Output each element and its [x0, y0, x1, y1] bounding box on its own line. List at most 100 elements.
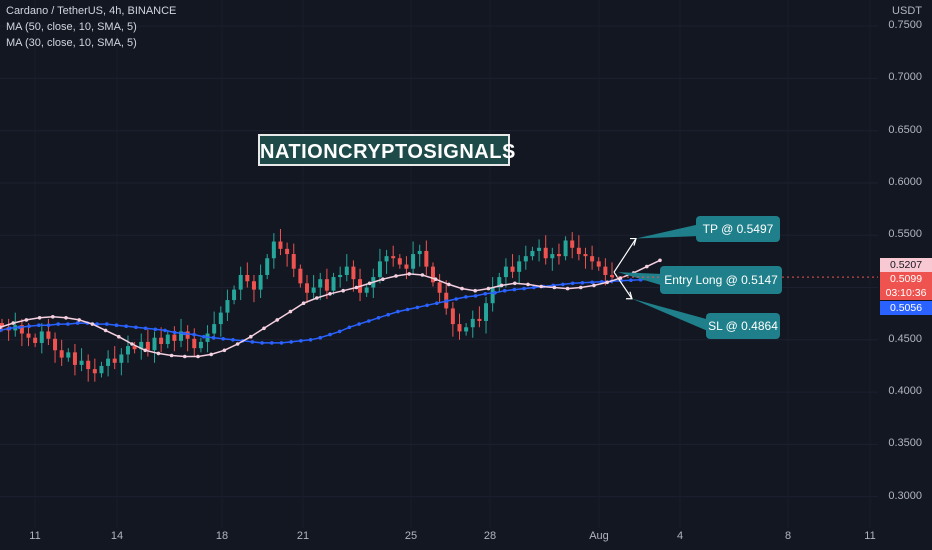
ma30-dot: [25, 318, 29, 322]
ma50-dot: [260, 341, 264, 345]
candle-body: [159, 338, 163, 344]
ma30-dot: [77, 318, 81, 322]
candle-body: [80, 361, 84, 365]
ma30-dot: [236, 342, 240, 346]
candle-body: [53, 339, 57, 351]
x-tick-label: Aug: [589, 530, 609, 542]
candle-body: [86, 361, 90, 369]
ma30-dot: [130, 342, 134, 346]
ma30-dot: [64, 316, 68, 320]
candle-body: [113, 359, 117, 363]
candle-body: [398, 258, 402, 264]
ma50-dot: [406, 308, 410, 312]
sl-callout-pointer: [632, 299, 710, 332]
tp-callout[interactable]: TP @ 0.5497: [696, 216, 780, 242]
ma30-dot: [421, 273, 425, 277]
y-tick-label: 0.4500: [888, 333, 922, 345]
ma50-dot: [454, 297, 458, 301]
y-tick-label: 0.7000: [888, 71, 922, 83]
entry-callout[interactable]: Entry Long @ 0.5147: [660, 266, 782, 294]
y-tick-label: 0.6500: [888, 124, 922, 136]
ma30-dot: [157, 352, 161, 356]
candle-body: [603, 267, 607, 275]
ma30-legend[interactable]: MA (30, close, 10, SMA, 5): [6, 37, 137, 49]
candle-body: [245, 275, 249, 281]
ma50-dot: [357, 322, 361, 326]
candle-body: [232, 290, 236, 300]
sl-callout[interactable]: SL @ 0.4864: [706, 313, 780, 339]
ma50-dot: [561, 283, 565, 287]
candle-body: [325, 279, 329, 291]
ma50-dot: [192, 333, 196, 337]
candle-body: [27, 334, 31, 338]
candle-body: [305, 283, 309, 292]
candle-body: [471, 319, 475, 327]
ma50-dot: [221, 337, 225, 341]
y-tick-label: 0.3000: [888, 490, 922, 502]
ma-price-badge: 0.5056: [880, 301, 932, 315]
candle-body: [66, 352, 70, 357]
candle-body: [318, 279, 322, 287]
x-tick-label: 25: [405, 530, 417, 542]
countdown-badge: 03:10:36: [880, 286, 932, 300]
ma30-dot: [526, 283, 530, 287]
ma30-dot: [117, 335, 121, 339]
candle-body: [93, 369, 97, 373]
ma50-dot: [377, 316, 381, 320]
ma50-dot: [425, 304, 429, 308]
x-tick-label: 28: [484, 530, 496, 542]
ma30-dot: [566, 287, 570, 291]
candle-body: [239, 275, 243, 290]
watermark-logo: NATIONCRYPTOSIGNALS: [258, 134, 510, 166]
y-tick-label: 0.7500: [888, 19, 922, 31]
candle-body: [577, 248, 581, 254]
ma50-dot: [629, 278, 633, 282]
tp-callout-pointer: [636, 224, 700, 239]
ma50-dot: [309, 338, 313, 342]
ma30-dot: [341, 289, 345, 293]
candle-body: [252, 281, 256, 289]
ma50-dot: [37, 323, 41, 327]
candle-body: [146, 342, 150, 350]
ma50-dot: [396, 310, 400, 314]
ma50-dot: [513, 288, 517, 292]
candle-body: [351, 267, 355, 280]
ma30-dot: [460, 287, 464, 291]
ma50-dot: [348, 326, 352, 330]
y-tick-label: 0.5500: [888, 228, 922, 240]
candle-body: [225, 300, 229, 313]
ma30-dot: [579, 286, 583, 290]
candle-body: [550, 254, 554, 258]
ma30-dot: [315, 296, 319, 300]
x-tick-label: 8: [785, 530, 791, 542]
candle-body: [292, 254, 296, 269]
ma50-dot: [134, 326, 138, 330]
candle-body: [186, 331, 190, 338]
ma50-dot: [435, 301, 439, 305]
y-axis-unit: USDT: [892, 5, 922, 17]
ma30-dot: [381, 277, 385, 281]
candle-body: [564, 240, 568, 256]
ma30-dot: [196, 355, 200, 359]
ma30-dot: [262, 327, 266, 331]
candle-body: [418, 251, 422, 254]
sl-arrow: [614, 272, 632, 299]
ma30-dot: [328, 292, 332, 296]
ma30-dot: [513, 282, 517, 286]
candle-body: [537, 248, 541, 251]
candle-body: [484, 303, 488, 321]
ma30-dot: [209, 353, 213, 357]
candle-body: [378, 261, 382, 277]
ma30-dot: [289, 310, 293, 314]
ma50-dot: [328, 333, 332, 337]
ma50-dot: [202, 335, 206, 339]
ma30-dot: [249, 335, 253, 339]
ma50-legend[interactable]: MA (50, close, 10, SMA, 5): [6, 21, 137, 33]
ma30-dot: [434, 277, 438, 281]
chart-title: Cardano / TetherUS, 4h, BINANCE: [6, 5, 176, 17]
candle-body: [312, 288, 316, 293]
candle-body: [278, 242, 282, 249]
candle-body: [73, 352, 77, 365]
ma30-dot: [447, 283, 451, 287]
